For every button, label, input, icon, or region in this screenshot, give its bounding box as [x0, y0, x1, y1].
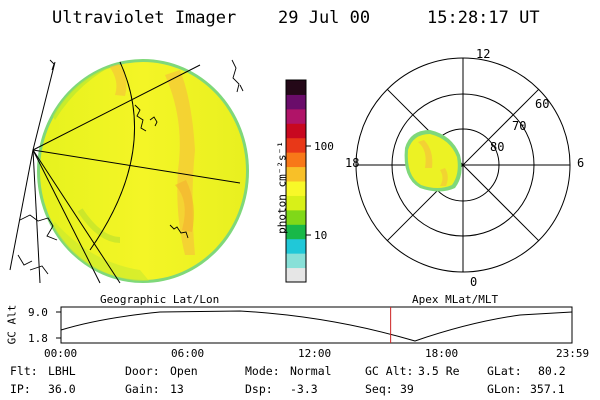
dsp-label: Dsp:: [245, 382, 273, 396]
colorbar-segment: [286, 253, 306, 269]
seq-label: Seq:: [365, 382, 393, 396]
colorbar-segment: [286, 80, 306, 95]
mlt-label-bottom: 0: [470, 275, 478, 289]
ip-label: IP:: [10, 382, 31, 396]
mlt-label-left: 18: [345, 156, 360, 170]
colorbar-segment: [286, 224, 306, 240]
colorbar-unit-label: photon cm⁻²s⁻¹: [275, 141, 289, 234]
colorbar-segment: [286, 195, 306, 211]
seq-value: 39: [400, 382, 414, 396]
dsp-value: -3.3: [290, 382, 318, 396]
colorbar-segment: [286, 267, 306, 283]
x-tick-0600: 06:00: [171, 347, 205, 360]
colorbar-segment: [286, 123, 306, 139]
colorbar-segment: [286, 152, 306, 168]
door-label: Door:: [125, 364, 160, 378]
colorbar-segment: [286, 238, 306, 254]
timeline-label-apex: Apex MLat/MLT: [412, 293, 499, 306]
color-scale-bar: [285, 79, 307, 283]
lat-label-60: 60: [535, 97, 550, 111]
mode-value: Normal: [290, 364, 332, 378]
glon-label: GLon:: [487, 382, 522, 396]
lat-label-80: 80: [490, 140, 505, 154]
flt-value: LBHL: [48, 364, 76, 378]
colorbar-tick-10: 10: [314, 229, 328, 242]
date-text: 29 Jul 00: [278, 8, 371, 28]
colorbar-segment: [286, 137, 306, 153]
colorbar-segment: [286, 166, 306, 182]
x-tick-0000: 00:00: [44, 347, 78, 360]
gc-alt-axis-label: GC Alt: [5, 304, 19, 345]
gc-alt-value: 3.5 Re: [418, 364, 460, 378]
time-text: 15:28:17 UT: [427, 8, 540, 28]
mlt-label-top: 12: [476, 47, 491, 61]
gain-value: 13: [170, 382, 184, 396]
earth-disk-image: [9, 59, 249, 284]
x-tick-1800: 18:00: [425, 347, 459, 360]
colorbar-segment: [286, 94, 306, 110]
gc-alt-label: GC Alt:: [365, 364, 414, 378]
colorbar-frame: [285, 79, 307, 283]
glon-value: 357.1: [530, 382, 565, 396]
x-tick-1200: 12:00: [298, 347, 332, 360]
altitude-timeline-plot: [56, 306, 573, 344]
auroral-oval-image: [404, 130, 462, 192]
glat-value: 80.2: [538, 364, 566, 378]
colorbar-segment: [286, 209, 306, 225]
polar-mlt-plot: [355, 57, 571, 273]
glat-label: GLat:: [487, 364, 522, 378]
door-value: Open: [170, 364, 198, 378]
mlt-label-right: 6: [577, 156, 585, 170]
colorbar-tick-100: 100: [314, 140, 334, 153]
lat-label-70: 70: [512, 119, 527, 133]
gain-label: Gain:: [125, 382, 160, 396]
flt-label: Flt:: [10, 364, 38, 378]
mode-label: Mode:: [245, 364, 280, 378]
instrument-title: Ultraviolet Imager: [52, 8, 237, 28]
ip-value: 36.0: [48, 382, 76, 396]
colorbar-segment: [286, 181, 306, 196]
y-tick-9: 9.0: [28, 306, 48, 319]
timeline-label-geographic: Geographic Lat/Lon: [100, 293, 220, 306]
x-tick-2359: 23:59: [556, 347, 590, 360]
y-tick-1-8: 1.8: [28, 332, 48, 345]
colorbar-segment: [286, 108, 306, 124]
